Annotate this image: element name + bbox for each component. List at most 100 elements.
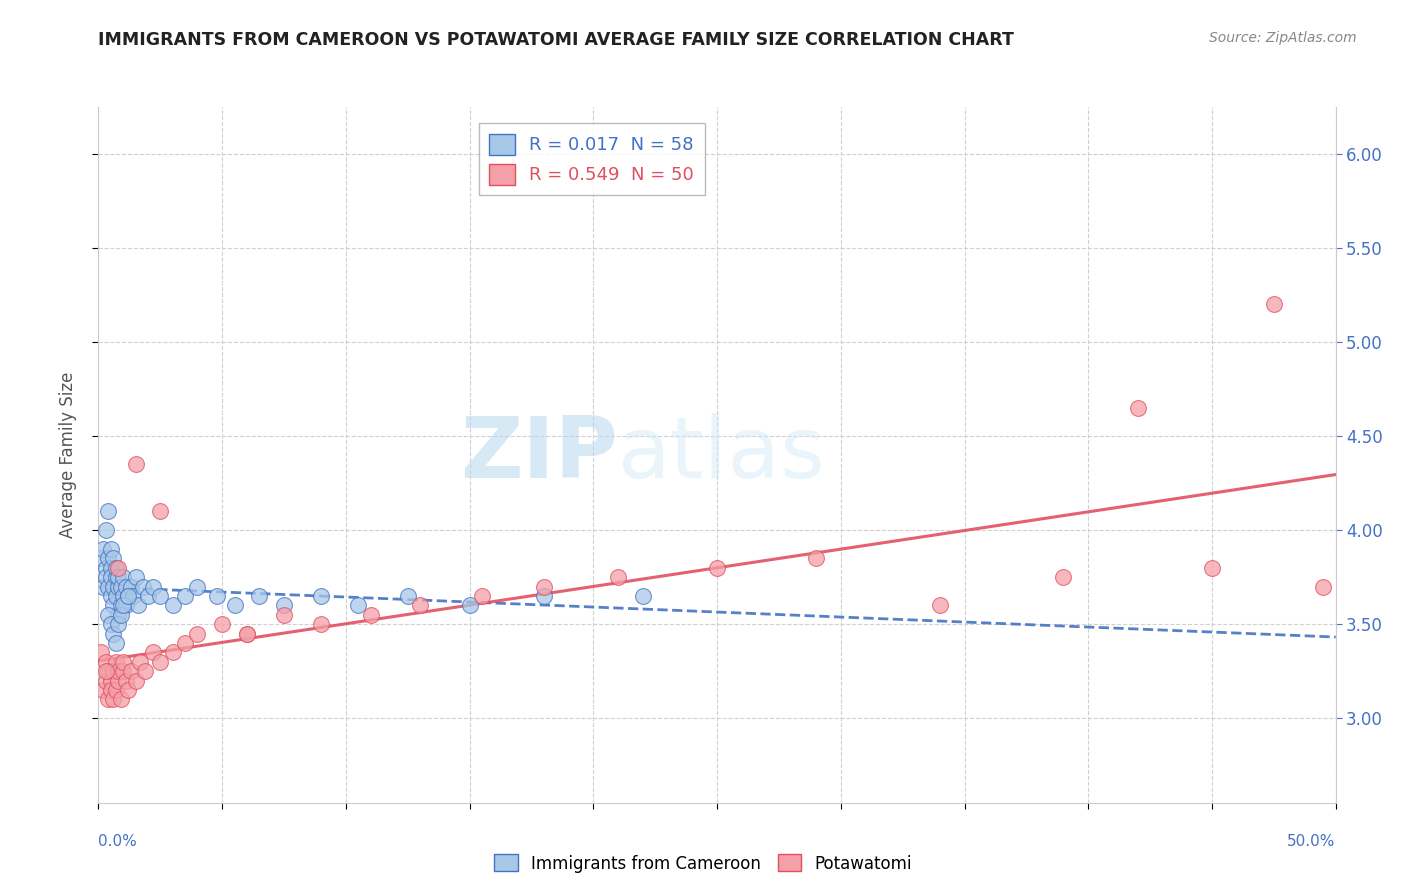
Point [127, 599, 149, 613]
Point [103, 626, 125, 640]
Point [114, 599, 136, 613]
Point [205, 589, 228, 603]
Point [129, 655, 152, 669]
Point [174, 589, 197, 603]
Point [928, 599, 950, 613]
Point [112, 589, 135, 603]
Point [149, 655, 172, 669]
Point [93, 541, 115, 556]
Point [134, 664, 156, 678]
Point [186, 626, 208, 640]
Point [162, 645, 184, 659]
Point [107, 664, 129, 678]
Point [112, 664, 135, 678]
Point [117, 589, 139, 603]
Text: Source: ZipAtlas.com: Source: ZipAtlas.com [1209, 31, 1357, 45]
Point [236, 626, 259, 640]
Point [100, 617, 122, 632]
Text: 50.0%: 50.0% [1288, 834, 1336, 849]
Point [458, 599, 481, 613]
Point [110, 580, 132, 594]
Point [273, 607, 295, 622]
Point [103, 664, 125, 678]
Point [631, 589, 654, 603]
Point [94, 560, 117, 574]
Point [533, 589, 555, 603]
Point [409, 599, 432, 613]
Point [149, 504, 172, 518]
Point [107, 580, 129, 594]
Point [112, 655, 135, 669]
Point [224, 599, 246, 613]
Point [124, 458, 146, 472]
Point [107, 570, 129, 584]
Point [112, 570, 135, 584]
Point [100, 589, 122, 603]
Point [1126, 401, 1149, 415]
Point [114, 673, 136, 688]
Text: ZIP: ZIP [460, 413, 619, 497]
Point [90, 645, 112, 659]
Point [107, 673, 129, 688]
Point [90, 551, 112, 566]
Point [309, 589, 332, 603]
Text: IMMIGRANTS FROM CAMEROON VS POTAWATOMI AVERAGE FAMILY SIZE CORRELATION CHART: IMMIGRANTS FROM CAMEROON VS POTAWATOMI A… [98, 31, 1014, 49]
Point [104, 589, 127, 603]
Point [120, 580, 142, 594]
Point [94, 655, 117, 669]
Point [360, 607, 382, 622]
Point [211, 617, 233, 632]
Point [117, 589, 139, 603]
Point [104, 560, 127, 574]
Point [309, 617, 332, 632]
Point [186, 580, 208, 594]
Point [117, 683, 139, 698]
Point [114, 580, 136, 594]
Point [104, 655, 127, 669]
Point [103, 551, 125, 566]
Point [103, 599, 125, 613]
Point [110, 692, 132, 706]
Point [132, 580, 155, 594]
Point [97, 551, 120, 566]
Point [97, 664, 120, 678]
Point [236, 626, 259, 640]
Point [122, 589, 145, 603]
Point [396, 589, 419, 603]
Point [120, 664, 142, 678]
Point [104, 636, 127, 650]
Point [93, 580, 115, 594]
Point [103, 580, 125, 594]
Point [142, 645, 165, 659]
Point [706, 560, 728, 574]
Point [97, 580, 120, 594]
Legend: Immigrants from Cameroon, Potawatomi: Immigrants from Cameroon, Potawatomi [488, 847, 918, 880]
Point [103, 692, 125, 706]
Point [94, 664, 117, 678]
Point [273, 599, 295, 613]
Point [162, 599, 184, 613]
Point [100, 541, 122, 556]
Point [607, 570, 630, 584]
Point [112, 599, 135, 613]
Point [100, 673, 122, 688]
Point [1201, 560, 1223, 574]
Point [94, 523, 117, 537]
Point [124, 570, 146, 584]
Point [471, 589, 494, 603]
Point [107, 607, 129, 622]
Point [1263, 297, 1285, 311]
Point [94, 673, 117, 688]
Point [94, 570, 117, 584]
Point [124, 673, 146, 688]
Point [93, 683, 115, 698]
Point [1052, 570, 1074, 584]
Point [110, 607, 132, 622]
Point [142, 580, 165, 594]
Legend: R = 0.017  N = 58, R = 0.549  N = 50: R = 0.017 N = 58, R = 0.549 N = 50 [478, 123, 704, 195]
Point [1312, 580, 1334, 594]
Point [107, 617, 129, 632]
Point [104, 683, 127, 698]
Point [100, 683, 122, 698]
Point [804, 551, 827, 566]
